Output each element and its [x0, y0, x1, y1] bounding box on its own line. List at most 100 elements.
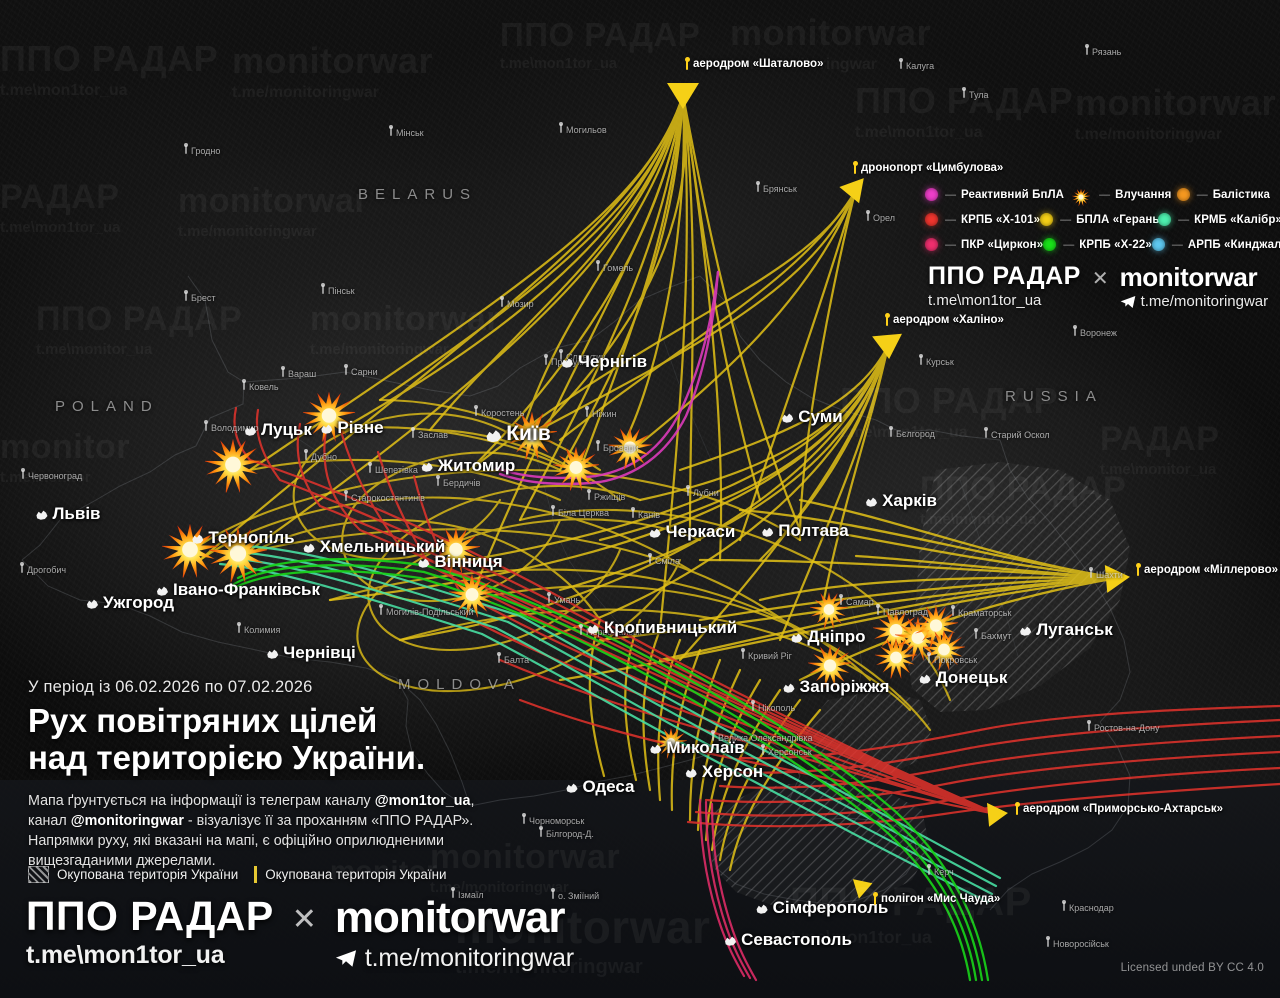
legend-label: Влучання [1115, 188, 1172, 201]
city-label: Івано-Франківськ [156, 580, 320, 600]
monitorwar-brand: monitorwar t.me/monitoringwar [1120, 264, 1269, 310]
minor-city-label: Дубно [304, 447, 337, 465]
ppo-radar-handle[interactable]: t.me\mon1tor_ua [928, 292, 1042, 309]
map-pin-icon [474, 405, 478, 417]
legend-item-circle-dot[interactable]: — КРПБ «Х-101» [925, 213, 1040, 226]
map-pin-icon [596, 260, 600, 272]
map-pin-icon [539, 826, 543, 838]
map-pin-icon [551, 505, 555, 517]
launch-pin-icon [872, 891, 878, 905]
monitorwar-footer-handle[interactable]: t.me/monitoringwar [335, 944, 574, 973]
telegram-icon-footer [335, 950, 356, 967]
minor-city-label: Лубни [686, 483, 719, 501]
city-label: Кропивницький [587, 618, 737, 638]
ppo-radar-footer-handle[interactable]: t.me\mon1tor_ua [26, 941, 225, 969]
launch-pin-icon [884, 312, 890, 326]
map-pin-icon [184, 290, 188, 302]
minor-city-label: Умань [547, 590, 580, 608]
monitorwar-handle[interactable]: t.me/monitoringwar [1120, 293, 1268, 310]
city-label: Тернопіль [191, 528, 295, 548]
map-pin-icon [962, 87, 966, 99]
legend-item-circle-dot[interactable]: — Реактивний БпЛА [925, 188, 1072, 201]
city-label: Херсон [685, 762, 763, 782]
cross-icon-footer: ✕ [291, 903, 317, 936]
desc-mid: , канал [28, 792, 475, 829]
info-panel: У період із 06.02.2026 по 07.02.2026 Рух… [28, 678, 498, 872]
map-pin-icon [756, 181, 760, 193]
city-marker-icon [685, 768, 697, 778]
minor-city-label: Ніжин [585, 404, 617, 422]
city-label: Рівне [320, 418, 384, 438]
legend-label: КРПБ «Х-101» [961, 213, 1041, 226]
legend-item-explosion[interactable]: — Влучання [1071, 188, 1177, 207]
map-pin-icon [1062, 900, 1066, 912]
minor-city-label: Курськ [919, 352, 954, 370]
launch-site-label: аеродром «Халіно» [884, 312, 1004, 326]
minor-city-label: Володимир [204, 418, 258, 436]
legend-row: — КРПБ «Х-101» — БПЛА «Герань» — КРМБ «Калібр… [925, 213, 1280, 226]
minor-city-label: Бахмут [974, 626, 1011, 644]
minor-city-label: Канів [631, 505, 660, 523]
minor-city-label: Коростень [474, 403, 524, 421]
minor-city-label: Бровари [596, 438, 639, 456]
legend-label: КРМБ «Калібр» [1194, 213, 1280, 226]
desc-handle-mon1tor[interactable]: @mon1tor_ua [374, 792, 471, 809]
minor-city-label: Могилів-Подільський [379, 602, 474, 620]
legend-item-circle-dot[interactable]: — КРМБ «Калібр» [1158, 213, 1280, 226]
threat-type-legend: — Реактивний БпЛА — Влучання — Балістика — КРПБ… [925, 188, 1280, 263]
country-label-russia: RUSSIA [1005, 388, 1103, 405]
city-marker-icon [649, 528, 661, 538]
city-marker-icon [36, 510, 48, 520]
city-marker-icon [561, 358, 573, 368]
minor-city-label: Славутич [559, 347, 606, 365]
minor-city-label: Мінськ [389, 123, 424, 141]
circle-dot-icon [1158, 213, 1172, 226]
minor-city-label: Чорноморськ [522, 811, 584, 829]
map-pin-icon [451, 887, 455, 899]
legend-item-circle-dot[interactable]: — БПЛА «Герань» [1040, 213, 1166, 226]
minor-city-label: Вараш [281, 364, 316, 382]
minor-city-label: Шепетівка [368, 460, 418, 478]
circle-dot-icon [925, 213, 938, 226]
map-pin-icon [237, 622, 241, 634]
country-label-belarus: BELARUS [358, 186, 478, 203]
map-pin-icon [1046, 936, 1050, 948]
city-marker-icon [782, 413, 794, 423]
minor-city-label: Покровськ [927, 650, 977, 668]
city-marker-icon [321, 424, 333, 434]
map-pin-icon [587, 489, 591, 501]
city-marker-icon [245, 426, 257, 436]
map-pin-icon [711, 730, 715, 742]
legend-item-circle-dot[interactable]: — Балістика [1176, 188, 1270, 201]
map-pin-icon [522, 813, 526, 825]
circle-dot-icon [1043, 238, 1057, 251]
legend-item-circle-dot[interactable]: — КРПБ «Х-22» [1043, 238, 1152, 251]
minor-city-label: Гомель [596, 258, 633, 276]
city-label: Чернігів [561, 352, 647, 372]
desc-rest: - візуалізує її за проханням «ППО РАДАР»… [28, 812, 474, 870]
legend-item-circle-dot[interactable]: — АРПБ «Кинджал» [1151, 238, 1280, 251]
city-marker-icon [1020, 626, 1032, 636]
minor-city-label: Колимия [237, 620, 280, 638]
city-marker-icon [486, 430, 502, 443]
minor-city-label: Гродно [184, 141, 220, 159]
circle-dot-icon [1151, 238, 1165, 251]
map-pin-icon [648, 553, 652, 565]
city-marker-icon [267, 649, 279, 659]
map-pin-icon [876, 604, 880, 616]
legend-row: — Реактивний БпЛА — Влучання — Балістика [925, 188, 1270, 207]
minor-city-label: Брест [184, 288, 216, 306]
map-pin-icon [919, 354, 923, 366]
circle-dot-icon [1176, 188, 1190, 201]
legend-dash: — [1171, 238, 1183, 251]
map-pin-icon [585, 406, 589, 418]
minor-city-label: Калуга [899, 56, 934, 74]
legend-item-circle-dot[interactable]: — ПКР «Циркон» [925, 238, 1043, 251]
minor-city-label: Херсонськ [761, 742, 812, 760]
headline-line-2: над територією України. [28, 739, 426, 777]
minor-city-label: Первомайськ [579, 622, 642, 640]
city-marker-icon [791, 633, 803, 643]
desc-handle-monitoringwar[interactable]: @monitoringwar [70, 812, 184, 829]
map-pin-icon [686, 485, 690, 497]
minor-city-label: Могильов [559, 120, 607, 138]
